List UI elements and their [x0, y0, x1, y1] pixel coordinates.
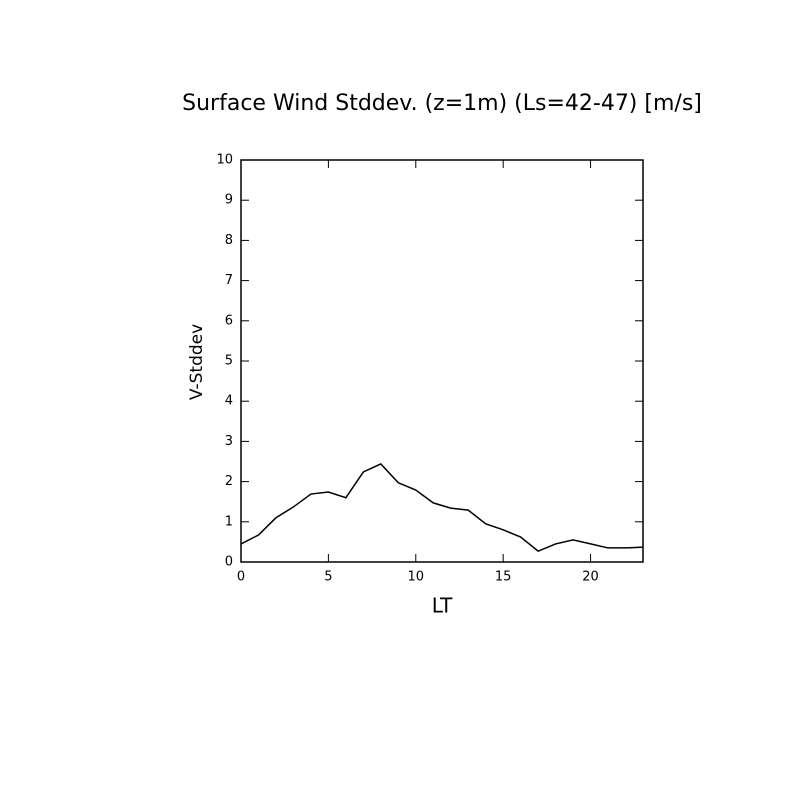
y-tick-label: 8 [225, 233, 233, 248]
y-axis-label: V-Stddev [187, 324, 207, 400]
y-tick-label: 10 [216, 153, 233, 168]
x-tick-label: 15 [495, 570, 512, 585]
y-tick-label: 2 [225, 474, 233, 489]
y-tick-label: 9 [225, 193, 233, 208]
data-line [240, 463, 644, 553]
y-tick-label: 4 [225, 394, 233, 409]
y-tick-label: 0 [225, 555, 233, 570]
x-tick-label: 20 [582, 570, 599, 585]
y-tick-label: 3 [225, 434, 233, 449]
y-tick-label: 5 [225, 354, 233, 369]
y-tick-label: 7 [225, 273, 233, 288]
x-axis-label: LT [432, 594, 453, 618]
x-tick-label: 5 [324, 570, 332, 585]
chart-title: Surface Wind Stddev. (z=1m) (Ls=42-47) [… [182, 91, 702, 116]
y-tick-label: 6 [225, 313, 233, 328]
x-tick-label: 10 [408, 570, 425, 585]
y-tick-label: 1 [225, 514, 233, 529]
x-tick-label: 0 [237, 570, 245, 585]
